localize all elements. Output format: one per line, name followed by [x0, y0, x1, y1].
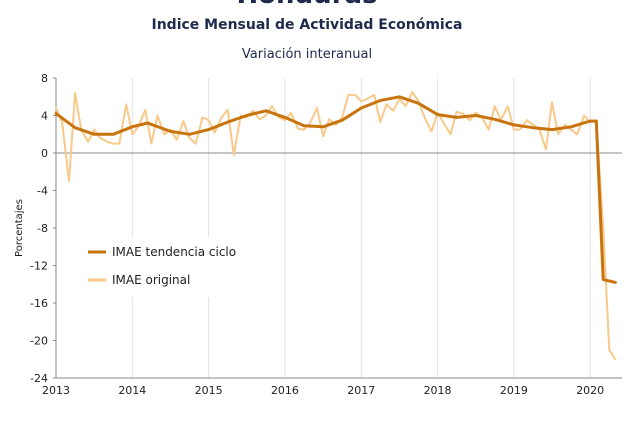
- x-tick-label: 2016: [271, 384, 299, 397]
- y-tick-label: 4: [41, 110, 48, 123]
- y-tick-label: -24: [30, 372, 48, 385]
- series-lines: [54, 91, 617, 361]
- x-tick-label: 2020: [576, 384, 604, 397]
- chart-subtitle: Variación interanual: [242, 47, 372, 62]
- x-tick-label: 2018: [424, 384, 452, 397]
- x-axis-ticks: 2013 2014 2015 2016 2017 2018 2019 2020: [42, 384, 604, 397]
- x-tick-label: 2015: [195, 384, 223, 397]
- y-tick-label: -20: [30, 335, 48, 348]
- chart-title: Indice Mensual de Actividad Económica: [152, 17, 463, 33]
- y-tick-label: -4: [37, 185, 48, 198]
- y-axis-label: Porcentajes: [14, 199, 25, 257]
- legend: IMAE tendencia ciclo IMAE original: [82, 237, 258, 297]
- x-tick-label: 2013: [42, 384, 70, 397]
- series-line-tendencia-ciclo: [54, 95, 617, 284]
- y-tick-label: -12: [30, 260, 48, 273]
- x-tick-label: 2017: [347, 384, 375, 397]
- y-tick-label: -16: [30, 297, 48, 310]
- legend-box: [82, 237, 258, 297]
- x-tick-label: 2014: [118, 384, 146, 397]
- x-tick-label: 2019: [500, 384, 528, 397]
- legend-label-original: IMAE original: [112, 273, 190, 287]
- y-axis-ticks: 8 4 0 -4 -8 -12 -16 -20 -24: [30, 72, 56, 385]
- y-tick-label: 8: [41, 72, 48, 85]
- chart-title-cut: Honduras: [236, 0, 377, 10]
- series-line-original: [55, 91, 617, 361]
- legend-label-tendencia: IMAE tendencia ciclo: [112, 245, 236, 259]
- y-tick-label: -8: [37, 222, 48, 235]
- y-tick-label: 0: [41, 147, 48, 160]
